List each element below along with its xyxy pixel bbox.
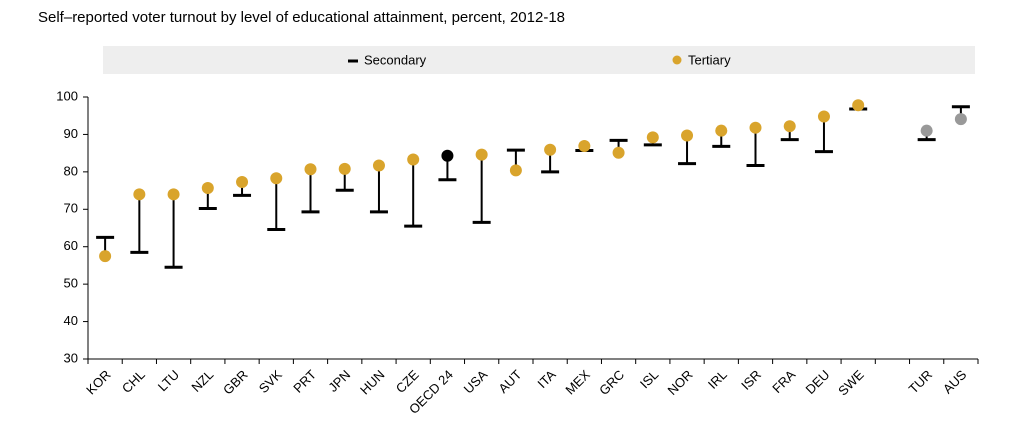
tertiary-marker <box>441 149 454 162</box>
tertiary-marker <box>681 129 694 142</box>
x-tick-label: AUS <box>940 367 970 397</box>
tertiary-marker <box>646 131 659 144</box>
x-tick-label: GBR <box>220 367 251 398</box>
x-tick-label: KOR <box>83 367 114 398</box>
tertiary-marker <box>475 148 488 161</box>
tertiary-marker <box>578 140 591 153</box>
tertiary-marker <box>133 188 146 201</box>
y-tick-label: 40 <box>64 313 78 328</box>
x-tick-label: SWE <box>835 367 867 399</box>
tertiary-marker <box>749 121 762 134</box>
legend-background <box>103 46 975 74</box>
tertiary-marker <box>920 124 933 137</box>
tertiary-marker <box>509 164 522 177</box>
tertiary-marker <box>407 153 420 166</box>
x-tick-label: FRA <box>769 367 798 396</box>
y-tick-label: 60 <box>64 238 78 253</box>
x-tick-label: NZL <box>188 367 216 395</box>
x-tick-label: CHL <box>119 367 148 396</box>
tertiary-marker <box>99 250 112 263</box>
chart-title: Self–reported voter turnout by level of … <box>38 9 565 26</box>
tertiary-marker <box>817 110 830 123</box>
tertiary-marker <box>167 188 180 201</box>
x-tick-label: NOR <box>665 367 696 398</box>
x-tick-label: CZE <box>393 367 422 396</box>
tertiary-marker <box>954 113 967 126</box>
tertiary-marker <box>852 99 865 112</box>
x-tick-label: JPN <box>325 367 353 395</box>
x-tick-label: IRL <box>705 367 730 392</box>
tertiary-marker <box>270 172 283 185</box>
y-tick-label: 70 <box>64 201 78 216</box>
legend-marker <box>672 55 682 65</box>
x-tick-label: AUT <box>495 367 524 396</box>
y-tick-label: 80 <box>64 163 78 178</box>
tertiary-marker <box>236 175 249 188</box>
tertiary-marker <box>612 146 625 159</box>
x-tick-label: TUR <box>906 367 935 396</box>
x-tick-label: PRT <box>290 367 319 396</box>
x-tick-label: SVK <box>256 367 285 396</box>
x-tick-label: GRC <box>596 367 627 398</box>
x-tick-label: MEX <box>562 367 593 398</box>
tertiary-marker <box>304 163 317 176</box>
x-tick-label: ISL <box>637 367 661 391</box>
tertiary-marker <box>201 181 214 194</box>
x-tick-label: ISR <box>738 367 764 393</box>
tertiary-marker <box>338 162 351 175</box>
x-tick-label: HUN <box>357 367 388 398</box>
y-tick-label: 100 <box>56 88 78 103</box>
x-tick-label: USA <box>461 367 491 397</box>
legend-label: Tertiary <box>688 52 731 67</box>
y-tick-label: 50 <box>64 276 78 291</box>
tertiary-marker <box>372 159 385 172</box>
y-tick-label: 90 <box>64 126 78 141</box>
y-tick-label: 30 <box>64 350 78 365</box>
legend-label: Secondary <box>364 52 427 67</box>
x-tick-label: LTU <box>155 367 182 394</box>
tertiary-marker <box>783 120 796 133</box>
x-tick-label: ITA <box>534 367 558 391</box>
tertiary-marker <box>544 143 557 156</box>
tertiary-marker <box>715 124 728 137</box>
x-tick-label: DEU <box>802 367 832 397</box>
